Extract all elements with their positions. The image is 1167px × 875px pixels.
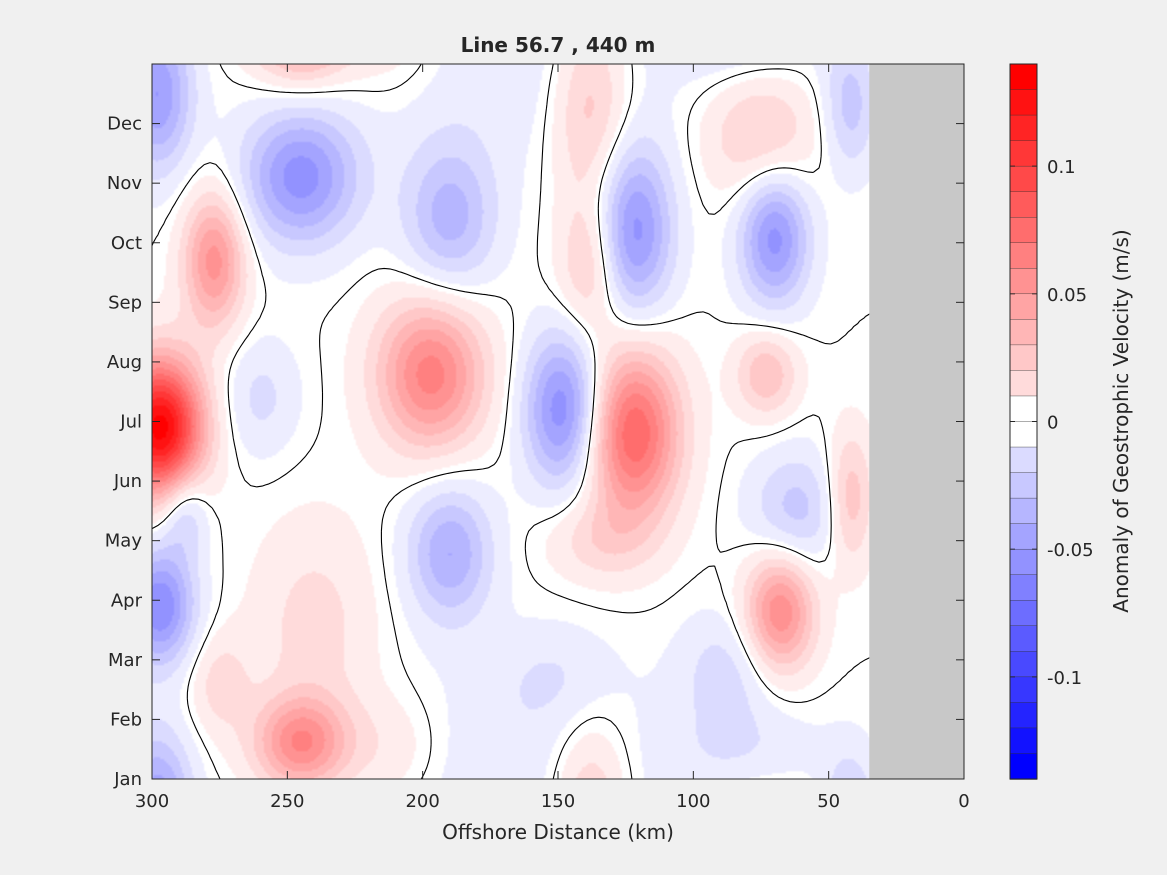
colorbar-segment bbox=[1009, 574, 1038, 601]
colorbar-segment bbox=[1009, 497, 1038, 525]
y-tick-label: Oct bbox=[111, 233, 142, 254]
y-tick-label: Feb bbox=[110, 709, 142, 730]
colorbar-segment bbox=[1009, 727, 1038, 755]
colorbar-segment bbox=[1009, 191, 1038, 218]
colorbar-segment bbox=[1009, 344, 1038, 372]
y-tick-label: Nov bbox=[107, 173, 142, 194]
colorbar-segment bbox=[1009, 446, 1038, 474]
colorbar-segment bbox=[1009, 395, 1038, 423]
y-tick-label: Sep bbox=[108, 292, 142, 313]
x-axis-label: Offshore Distance (km) bbox=[442, 820, 674, 844]
no-data-region bbox=[869, 64, 964, 779]
x-tick-label: 50 bbox=[817, 791, 840, 812]
y-tick-label: Aug bbox=[107, 352, 142, 373]
colorbar-ticks: 0.1 0.05 0 -0.05 -0.1 bbox=[1010, 157, 1094, 689]
colorbar-segment bbox=[1009, 651, 1038, 678]
colorbar-segment bbox=[1009, 753, 1038, 780]
colorbar-segment bbox=[1009, 625, 1038, 653]
colorbar-segment bbox=[1009, 114, 1038, 142]
y-tick-label: Apr bbox=[111, 590, 143, 611]
colorbar-tick-label: 0 bbox=[1047, 413, 1058, 434]
colorbar-segment bbox=[1009, 548, 1038, 576]
colorbar-segment bbox=[1009, 140, 1038, 167]
anomaly-field bbox=[152, 64, 964, 779]
y-tick-label: Jul bbox=[119, 412, 142, 433]
colorbar-segment bbox=[1009, 89, 1038, 116]
colorbar-segment bbox=[1009, 676, 1038, 704]
y-axis: Jan Feb Mar Apr May Jun Jul Aug Sep Oct Nov Dec bbox=[105, 114, 964, 790]
colorbar-tick-label: -0.1 bbox=[1047, 668, 1082, 689]
colorbar-tick-label: -0.05 bbox=[1047, 540, 1094, 561]
x-tick-label: 300 bbox=[135, 791, 169, 812]
colorbar-segment bbox=[1009, 370, 1038, 397]
chart-title: Line 56.7 , 440 m bbox=[461, 33, 656, 57]
colorbar-tick-label: 0.1 bbox=[1047, 157, 1076, 178]
colorbar-label: Anomaly of Geostrophic Velocity (m/s) bbox=[1109, 229, 1133, 612]
colorbar-segment bbox=[1009, 523, 1038, 550]
colorbar-segment bbox=[1009, 268, 1038, 295]
x-tick-label: 0 bbox=[958, 791, 969, 812]
x-tick-label: 150 bbox=[541, 791, 575, 812]
y-tick-label: Jun bbox=[113, 471, 142, 492]
colorbar-segment bbox=[1009, 421, 1038, 448]
x-tick-label: 200 bbox=[405, 791, 439, 812]
y-tick-label: Mar bbox=[108, 650, 143, 671]
x-tick-label: 250 bbox=[270, 791, 304, 812]
colorbar-segment bbox=[1009, 293, 1038, 321]
colorbar bbox=[1009, 63, 1038, 780]
colorbar-segment bbox=[1009, 63, 1038, 91]
y-tick-label: May bbox=[105, 531, 143, 552]
y-tick-label: Dec bbox=[107, 114, 142, 135]
colorbar-segment bbox=[1009, 702, 1038, 729]
y-tick-label: Jan bbox=[113, 769, 142, 790]
colorbar-segment bbox=[1009, 600, 1038, 627]
colorbar-segment bbox=[1009, 217, 1038, 244]
x-tick-label: 100 bbox=[676, 791, 710, 812]
colorbar-segment bbox=[1009, 472, 1038, 499]
colorbar-segment bbox=[1009, 242, 1038, 269]
colorbar-segment bbox=[1009, 319, 1038, 346]
x-axis: 300 250 200 150 100 50 0 bbox=[135, 64, 970, 812]
colorbar-segment bbox=[1009, 165, 1038, 193]
colorbar-tick-label: 0.05 bbox=[1047, 285, 1087, 306]
